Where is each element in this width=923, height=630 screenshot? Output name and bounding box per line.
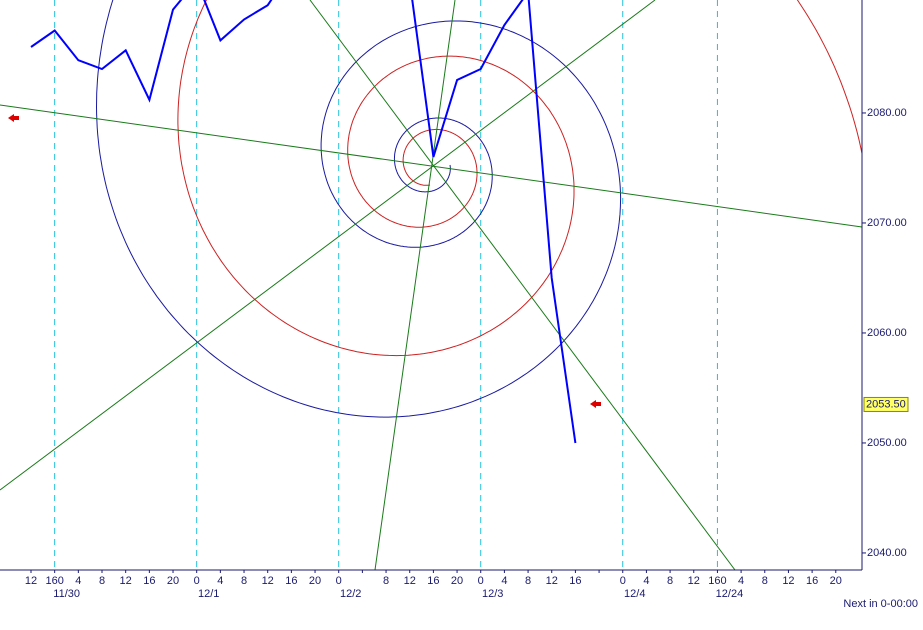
x-tick-label: 8 [99,575,105,587]
blue-spiral [95,0,622,418]
grid [54,0,718,570]
x-tick-label: 12 [262,575,274,587]
x-tick-label: 4 [75,575,81,587]
x-tick-label: 8 [667,575,673,587]
arrow [8,114,19,122]
x-tick-label: 4 [738,575,744,587]
x-tick-label: 4 [643,575,649,587]
x-tick-label: 12 [25,575,37,587]
y-tick-label: 2050.00 [867,437,907,449]
y-tick-label: 2040.00 [867,547,907,559]
price-series [30,0,577,444]
x-tick-label: 160 [45,575,63,587]
x-tick-label: 20 [309,575,321,587]
price-line [30,0,577,444]
x-tick-label: 4 [217,575,223,587]
x-tick-label: 160 [708,575,726,587]
x-tick-label: 20 [167,575,179,587]
x-tick-label: 12 [404,575,416,587]
x-tick-label: 8 [762,575,768,587]
trend-line [374,0,456,570]
last-price-box [863,396,909,412]
x-tick-label: 0 [194,575,200,587]
x-tick-label: 12 [782,575,794,587]
drawings [0,0,862,570]
red-spiral [177,0,862,357]
last-price-label: 2053.50 [866,398,906,410]
y-tick-label: 2080.00 [867,107,907,119]
trend-line [309,0,736,570]
x-tick-label: 16 [285,575,297,587]
y-tick-label: 2070.00 [867,217,907,229]
x-tick-label: 0 [336,575,342,587]
x-tick-label: 20 [830,575,842,587]
x-tick-label: 16 [143,575,155,587]
date-label: 12/3 [482,588,503,600]
x-tick-label: 0 [478,575,484,587]
x-tick-label: 8 [383,575,389,587]
date-label: 12/2 [340,588,361,600]
trend-line [0,104,862,228]
date-label: 12/4 [624,588,645,600]
trend-line [0,0,656,491]
date-label: 12/1 [198,588,219,600]
x-tick-label: 4 [501,575,507,587]
x-tick-label: 12 [120,575,132,587]
footer: Next in 0-00:00 [843,598,918,610]
x-tick-label: 12 [546,575,558,587]
x-tick-label: 16 [569,575,581,587]
x-tick-label: 12 [688,575,700,587]
x-tick-label: 0 [620,575,626,587]
x-tick-label: 8 [241,575,247,587]
date-label: 12/24 [716,588,744,600]
x-tick-label: 16 [806,575,818,587]
x-tick-label: 20 [451,575,463,587]
date-label: 11/30 [53,588,80,600]
arrow [590,400,601,408]
y-tick-label: 2060.00 [867,327,907,339]
x-tick-label: 8 [525,575,531,587]
x-tick-label: 16 [427,575,439,587]
